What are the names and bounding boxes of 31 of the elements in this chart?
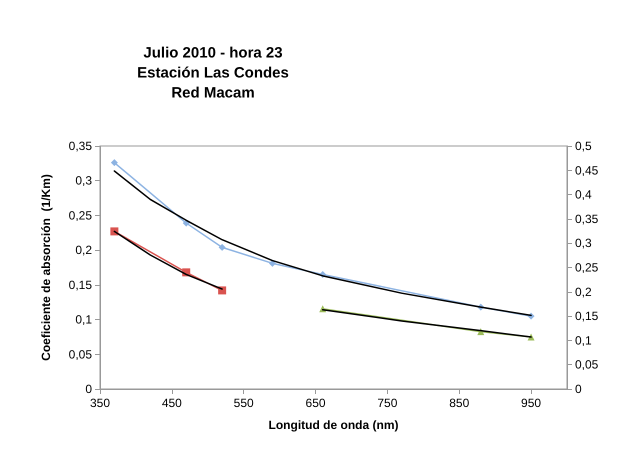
y-tick-label: 0,3 <box>75 174 92 188</box>
y-tick-label: 0,15 <box>68 278 92 292</box>
x-tick-label: 450 <box>162 396 182 410</box>
x-tick-label: 950 <box>521 396 542 410</box>
y-tick-label: 0,05 <box>68 347 92 362</box>
x-axis-title: Longitud de onda (nm) <box>268 418 398 432</box>
y-tick-label: 0,1 <box>75 312 92 327</box>
y-tick-label: 0 <box>85 382 92 396</box>
x-tick-label: 650 <box>306 396 326 410</box>
x-tick-label: 750 <box>377 396 398 410</box>
x-tick-label: 350 <box>90 396 110 410</box>
chart-title: Julio 2010 - hora 23 Estación Las Condes Red Macam <box>137 44 289 102</box>
y2-tick-label: 0,45 <box>575 163 599 178</box>
y-tick-label: 0,35 <box>68 139 92 153</box>
x-tick-label: 850 <box>449 396 470 410</box>
y-tick-label: 0,25 <box>68 208 92 222</box>
y-tick-label: 0,2 <box>75 243 92 258</box>
point <box>218 244 226 251</box>
y2-tick-label: 0,35 <box>575 212 599 226</box>
y2-tick-label: 0,3 <box>575 236 592 250</box>
y2-tick-label: 0,4 <box>575 188 592 202</box>
y-axis-title: Coeficiente de absorción (1/Km) <box>39 174 53 361</box>
y2-tick-label: 0,5 <box>575 139 592 153</box>
y2-tick-label: 0,15 <box>575 309 599 324</box>
x-tick-label: 550 <box>234 396 254 410</box>
y2-tick-label: 0,2 <box>575 284 592 299</box>
y2-tick-label: 0,25 <box>575 260 599 274</box>
point <box>110 159 118 166</box>
y2-tick-label: 0,05 <box>575 358 599 372</box>
y2-tick-label: 0,1 <box>575 333 592 348</box>
y2-tick-label: 0 <box>575 382 582 396</box>
